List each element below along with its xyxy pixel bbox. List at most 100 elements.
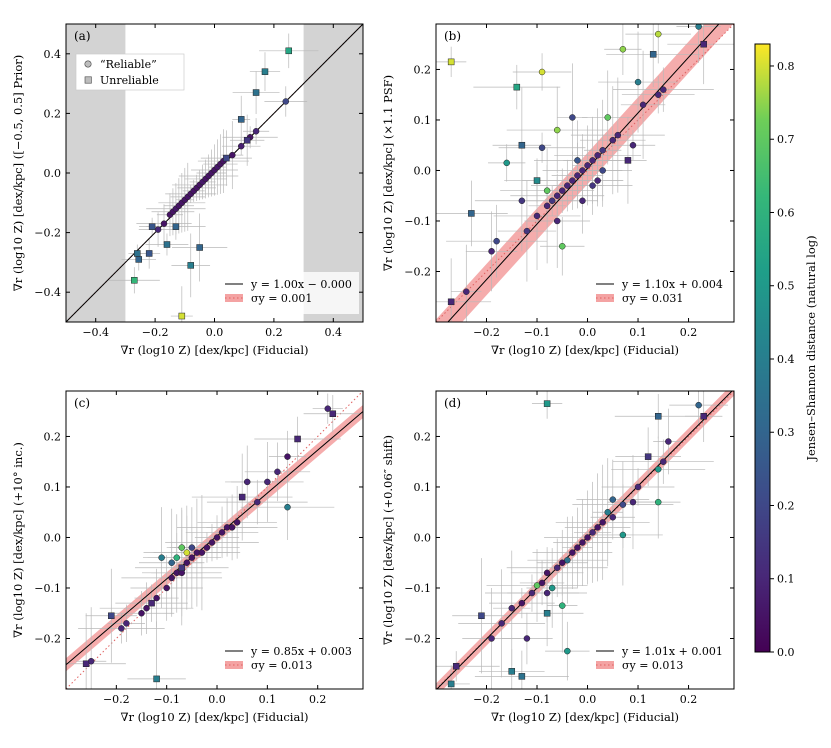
unreliable-point xyxy=(237,116,245,123)
legend-band-label: σy = 0.031 xyxy=(622,292,683,305)
x-tick-label: −0.1 xyxy=(524,326,551,339)
unreliable-point xyxy=(145,250,153,257)
reliable-point xyxy=(228,524,236,531)
reliable-point xyxy=(574,172,581,179)
reliable-point xyxy=(153,594,160,602)
reliable-point xyxy=(589,529,596,536)
legend-fit-label: y = 0.85x + 0.003 xyxy=(250,645,352,658)
unreliable-point xyxy=(644,453,652,460)
reliable-point xyxy=(559,602,566,609)
reliable-point xyxy=(614,131,622,139)
reliable-point xyxy=(218,529,226,536)
y-tick-label: 0.0 xyxy=(44,167,62,180)
reliable-point xyxy=(163,584,170,592)
y-tick-label: −0.1 xyxy=(404,582,431,595)
unreliable-point xyxy=(478,612,485,620)
reliable-point xyxy=(564,182,571,189)
reliable-point xyxy=(213,534,221,541)
reliable-point xyxy=(629,498,637,506)
legend-band-label: σy = 0.013 xyxy=(622,659,683,672)
reliable-point xyxy=(158,554,165,561)
legend-fit-label: y = 1.10x + 0.004 xyxy=(621,278,723,291)
reliable-point xyxy=(143,604,150,612)
reliable-point xyxy=(665,438,672,445)
unreliable-point xyxy=(243,136,251,144)
x-tick-label: 0.4 xyxy=(325,326,343,339)
reliable-point xyxy=(118,625,125,632)
plot-area xyxy=(66,391,363,689)
reliable-point xyxy=(138,609,145,617)
x-axis-label: ∇r (log10 Z) [dex/kpc] (Fiducial) xyxy=(120,343,308,357)
y-tick-label: −0.1 xyxy=(34,582,61,595)
y-tick-label: 0.0 xyxy=(414,164,432,177)
reliable-point xyxy=(569,549,576,556)
unreliable-point xyxy=(178,312,186,320)
unreliable-point xyxy=(518,673,526,680)
unreliable-point xyxy=(261,68,269,75)
unreliable-point xyxy=(187,262,194,269)
y-tick-label: 0.2 xyxy=(44,430,62,443)
legend-box xyxy=(590,272,730,314)
unreliable-point xyxy=(178,564,186,572)
x-tick-label: 0.0 xyxy=(208,693,226,706)
legend-fit-label: y = 1.01x + 0.001 xyxy=(621,645,723,658)
unreliable-point xyxy=(163,241,171,248)
reliable-point xyxy=(188,544,196,551)
y-tick-label: 0.2 xyxy=(414,430,432,443)
reliable-point xyxy=(594,152,601,159)
reliable-point xyxy=(538,144,546,151)
reliable-point xyxy=(548,584,556,592)
reliable-point xyxy=(188,554,196,561)
marker-legend-box xyxy=(75,53,185,91)
unreliable-point xyxy=(294,435,301,443)
x-tick-label: −0.1 xyxy=(524,693,551,706)
reliable-point xyxy=(533,212,541,220)
axes-frame xyxy=(435,23,735,323)
legend-marker-label: Unreliable xyxy=(100,74,159,87)
reliable-point xyxy=(559,242,566,250)
legend-band-label: σy = 0.001 xyxy=(251,292,312,305)
chart-panel-3: −0.2 −0.1 0.0 0.1 0.2 −0.2 −0.1 0.0 0.1 0.2 (c) ∇r … xyxy=(11,390,364,724)
reliable-point xyxy=(548,197,556,205)
reliable-point xyxy=(553,564,561,572)
reliable-point xyxy=(609,136,617,144)
reliable-point xyxy=(508,604,516,612)
legend-box xyxy=(219,639,359,681)
y-tick-label: 0.0 xyxy=(44,531,62,544)
reliable-point xyxy=(584,534,591,541)
reliable-point xyxy=(493,237,500,245)
reliable-point xyxy=(574,544,581,551)
x-tick-label: −0.2 xyxy=(473,693,500,706)
x-tick-label: 0.2 xyxy=(680,693,698,706)
unreliable-point xyxy=(700,413,707,420)
colorbar-tick-label: 0.3 xyxy=(777,426,795,439)
unreliable-point xyxy=(513,83,521,91)
colorbar-tick-label: 0.2 xyxy=(777,499,795,512)
y-tick-label: 0.1 xyxy=(414,114,432,127)
x-axis-label: ∇r (log10 Z) [dex/kpc] (Fiducial) xyxy=(491,710,679,724)
unreliable-point xyxy=(223,154,230,162)
x-tick-label: 0.0 xyxy=(579,326,597,339)
panel-label: (b) xyxy=(444,29,461,43)
reliable-point xyxy=(619,46,627,53)
reliable-point xyxy=(229,151,236,159)
unreliable-point xyxy=(252,89,260,96)
y-axis-label: ∇r (log10 Z) [dex/kpc] ([−0.5, 0.5] Prio… xyxy=(11,55,25,291)
unreliable-point xyxy=(238,493,246,501)
legend-box xyxy=(219,272,359,314)
reliable-point xyxy=(488,248,495,255)
reliable-point xyxy=(589,182,596,189)
axes-frame xyxy=(435,390,735,690)
unreliable-point xyxy=(196,244,203,251)
colorbar-tick-label: 0.5 xyxy=(777,280,795,293)
reliable-point xyxy=(523,635,531,642)
reliable-point xyxy=(463,288,470,295)
plot-area xyxy=(436,24,734,322)
plot-area xyxy=(436,391,734,689)
unreliable-point xyxy=(447,680,455,688)
reliable-point xyxy=(564,647,571,655)
unreliable-point xyxy=(468,210,475,217)
reliable-point xyxy=(183,549,191,556)
reliable-point xyxy=(634,483,642,491)
